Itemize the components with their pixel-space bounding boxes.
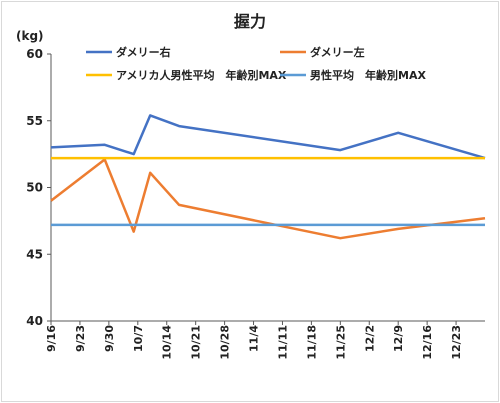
- x-tick-label: 11/25: [334, 325, 347, 360]
- y-tick-label: 60: [26, 47, 43, 61]
- x-tick-label: 12/23: [450, 325, 463, 360]
- y-unit-label: (kg): [16, 29, 44, 43]
- x-tick-label: 11/18: [305, 325, 318, 360]
- legend-label-1: ダメリー右: [116, 45, 171, 59]
- x-tick-label: 10/7: [132, 325, 145, 352]
- series-lines: [50, 114, 486, 240]
- series-line-2: [50, 158, 486, 240]
- x-tick-label: 11/11: [276, 325, 289, 360]
- x-tick-label: 12/2: [363, 325, 376, 352]
- axes: 40 45 50 55 60 9/16 9/23 9/30 10/7 10/14 10/21 10/2…: [26, 47, 485, 360]
- y-tick-label: 40: [26, 314, 43, 328]
- series-line-1: [50, 114, 486, 160]
- x-tick-label: 12/16: [421, 325, 434, 360]
- legend-label-2: ダメリー左: [310, 45, 365, 59]
- y-tick-label: 45: [26, 247, 43, 261]
- legend-label-3: アメリカ人男性平均 年齢別MAX: [116, 68, 287, 82]
- legend-label-4: 男性平均 年齢別MAX: [310, 68, 426, 82]
- x-tick-label: 12/9: [392, 325, 405, 352]
- y-tick-label: 50: [26, 181, 43, 195]
- x-tick-label: 9/23: [74, 325, 87, 352]
- x-tick-label: 9/16: [45, 325, 58, 352]
- y-tick-label: 55: [26, 114, 43, 128]
- x-tick-label: 10/14: [161, 325, 174, 360]
- x-tick-label: 10/28: [219, 325, 232, 360]
- x-tick-label: 10/21: [190, 325, 203, 360]
- x-tick-label: 11/4: [248, 325, 261, 352]
- x-tick-label: 9/30: [103, 325, 116, 352]
- chart-title: 握力: [234, 12, 266, 31]
